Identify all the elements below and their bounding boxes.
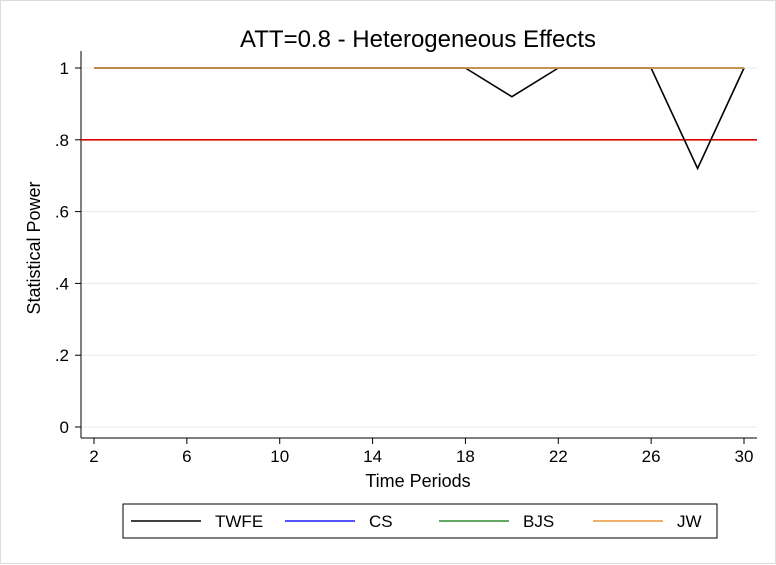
gridlines <box>81 67 757 428</box>
axes: 0.2.4.6.812 6 10 14 18 22 26 30 <box>55 51 757 466</box>
y-tick-label: 1 <box>60 59 69 78</box>
legend-label-bjs: BJS <box>523 512 554 531</box>
x-tick-label: 18 <box>456 447 475 466</box>
x-tick-label: 30 <box>735 447 754 466</box>
y-tick-label: .8 <box>55 131 69 150</box>
x-axis-label: Time Periods <box>365 471 470 491</box>
x-tick-label: 14 <box>363 447 382 466</box>
legend-label-twfe: TWFE <box>215 512 263 531</box>
y-axis-label: Statistical Power <box>24 181 44 314</box>
x-tick-label: 2 <box>89 447 98 466</box>
series-line-twfe <box>94 67 745 171</box>
x-tick-label: 22 <box>549 447 568 466</box>
y-tick-label: 0 <box>60 418 69 437</box>
y-tick-label: .2 <box>55 346 69 365</box>
legend-label-jw: JW <box>677 512 702 531</box>
x-tick-label: 10 <box>270 447 289 466</box>
series-lines <box>94 67 745 171</box>
legend: TWFE CS BJS JW <box>122 503 718 539</box>
y-tick-label: .6 <box>55 203 69 222</box>
x-tick-label: 6 <box>182 447 191 466</box>
chart-title: ATT=0.8 - Heterogeneous Effects <box>240 26 596 53</box>
y-tick-label: .4 <box>55 274 69 293</box>
x-tick-label: 26 <box>642 447 661 466</box>
legend-label-cs: CS <box>369 512 393 531</box>
